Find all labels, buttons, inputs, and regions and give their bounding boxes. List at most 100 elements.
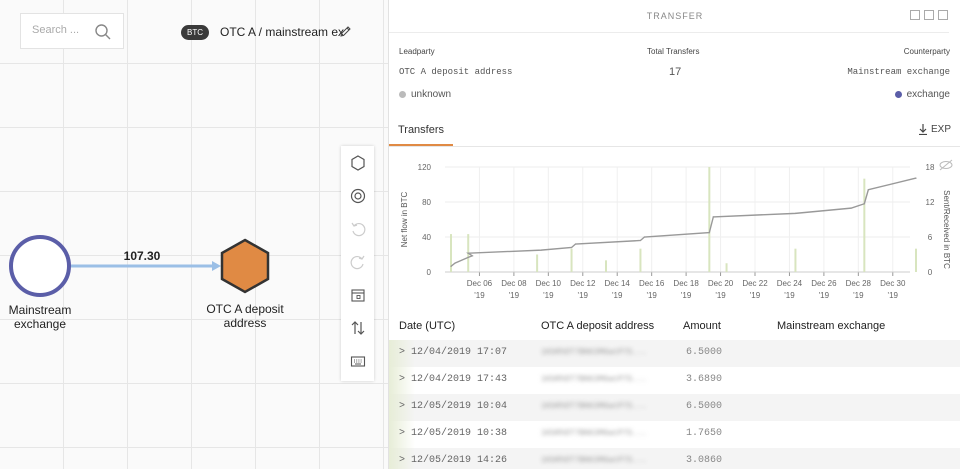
tab-transfers[interactable]: Transfers: [397, 124, 445, 136]
table-row[interactable]: > 12/04/2019 17:43 1KbRhDT7BN63M6wcP7S...…: [389, 367, 960, 394]
chart-point: [450, 265, 452, 267]
counterparty-value: Mainstream exchange: [847, 67, 950, 77]
chart-x-tick-label: Dec 08: [501, 279, 527, 288]
chart-bar: [915, 248, 917, 272]
chart-x-tick-label: Dec 20: [708, 279, 734, 288]
chevron-right-icon[interactable]: >: [399, 401, 412, 412]
chart-x-tick-label: Dec 18: [673, 279, 699, 288]
keyboard-icon: [350, 355, 365, 367]
undo-button[interactable]: [341, 212, 374, 245]
chart-y2-tick-label: 0: [928, 268, 933, 277]
chart-y2-tick-label: 6: [928, 233, 933, 242]
swap-vertical-icon: [351, 320, 364, 335]
search-icon[interactable]: [94, 23, 112, 41]
leadparty-type: unknown: [399, 89, 451, 100]
chart-x-tick-label: Dec 14: [605, 279, 631, 288]
chart-y-tick-label: 120: [418, 163, 432, 172]
chart-point: [471, 255, 473, 257]
graph-title: OTC A / mainstream ex: [220, 25, 345, 39]
table-row[interactable]: > 12/04/2019 17:07 1KbRhDT7BN63M6wcP7S...…: [389, 340, 960, 367]
mainstream-exchange-node[interactable]: [9, 235, 71, 297]
edit-pencil-icon[interactable]: [339, 25, 352, 38]
column-header-date[interactable]: Date (UTC): [399, 320, 456, 332]
total-transfers-label: Total Transfers: [647, 47, 700, 56]
chart-bar: [536, 254, 539, 272]
chart-point: [708, 232, 710, 234]
chart-series-line: [450, 177, 917, 267]
chart-x-tick-year: '19: [819, 291, 830, 300]
chart-point: [712, 216, 714, 218]
hide-eye-icon[interactable]: [939, 159, 953, 171]
chart-x-tick-year: '19: [715, 291, 726, 300]
source-node-label-line1: Mainstream: [8, 303, 72, 317]
table-row[interactable]: > 12/05/2019 10:04 1KbRhDT7BN63M6wcP7S...…: [389, 394, 960, 421]
row-address: 1KbRhDT7BN63M6wcP7S...: [541, 348, 647, 357]
row-address: 1KbRhDT7BN63M6wcP7S...: [541, 429, 647, 438]
row-date: > 12/05/2019 14:26: [399, 455, 507, 466]
chart-bar: [605, 260, 607, 272]
chevron-right-icon[interactable]: >: [399, 374, 412, 385]
chart-point: [467, 252, 469, 254]
restore-button[interactable]: [924, 10, 934, 20]
chart-y2-tick-label: 18: [926, 163, 935, 172]
chart-x-tick-label: Dec 16: [639, 279, 665, 288]
table-row[interactable]: > 12/05/2019 10:38 1KbRhDT7BN63M6wcP7S...…: [389, 421, 960, 448]
export-button[interactable]: EXP: [918, 124, 951, 135]
row-date-value: 12/04/2019 17:07: [411, 347, 508, 358]
row-address: 1KbRhDT7BN63M6wcP7S...: [541, 456, 647, 465]
chart-bar: [639, 248, 642, 272]
row-date-value: 12/05/2019 10:04: [411, 401, 508, 412]
calendar-button[interactable]: [341, 278, 374, 311]
currency-badge: BTC: [181, 25, 209, 40]
chart-point: [454, 262, 456, 264]
row-date-value: 12/04/2019 17:43: [411, 374, 508, 385]
chart-x-tick-year: '19: [888, 291, 899, 300]
chart-y-tick-label: 80: [422, 198, 431, 207]
calendar-icon: [350, 288, 365, 302]
column-header-amount[interactable]: Amount: [683, 320, 721, 332]
row-amount: 6.5000: [686, 347, 723, 358]
hexagon-tool-button[interactable]: [341, 146, 374, 179]
search-input[interactable]: [32, 24, 94, 36]
chart-y-tick-label: 0: [427, 268, 432, 277]
chart-point: [643, 236, 646, 238]
chart-x-tick-year: '19: [750, 291, 761, 300]
table-row[interactable]: > 12/05/2019 14:26 1KbRhDT7BN63M6wcP7S...…: [389, 448, 960, 469]
otc-deposit-address-node[interactable]: [220, 238, 270, 294]
focus-tool-button[interactable]: [341, 179, 374, 212]
chart-point: [794, 212, 797, 214]
search-box[interactable]: [20, 13, 124, 49]
chart-bar: [863, 178, 866, 272]
row-date-value: 12/05/2019 10:38: [411, 428, 508, 439]
minimize-button[interactable]: [910, 10, 920, 20]
leadparty-label: Leadparty: [399, 47, 435, 56]
chart-x-tick-label: Dec 26: [811, 279, 837, 288]
counterparty-type-label: exchange: [906, 89, 950, 100]
chevron-right-icon[interactable]: >: [399, 455, 412, 466]
chevron-right-icon[interactable]: >: [399, 428, 412, 439]
counterparty-type: exchange: [894, 89, 950, 100]
chart-x-tick-year: '19: [612, 291, 623, 300]
redo-icon: [350, 255, 364, 269]
counterparty-label: Counterparty: [903, 47, 950, 56]
keyboard-shortcuts-button[interactable]: [341, 344, 374, 377]
row-date: > 12/05/2019 10:04: [399, 401, 507, 412]
exchange-status-dot: [894, 91, 902, 98]
chart-x-tick-label: Dec 06: [467, 279, 493, 288]
graph-canvas[interactable]: BTC OTC A / mainstream ex 107.30 Mainstr…: [0, 0, 388, 469]
column-header-address[interactable]: OTC A deposit address: [541, 320, 655, 332]
redo-button[interactable]: [341, 245, 374, 278]
chart-x-tick-year: '19: [853, 291, 864, 300]
row-amount: 3.0860: [686, 455, 723, 466]
chevron-right-icon[interactable]: >: [399, 347, 412, 358]
chart-point: [863, 203, 865, 205]
row-address: 1KbRhDT7BN63M6wcP7S...: [541, 375, 647, 384]
chart-x-tick-label: Dec 22: [742, 279, 768, 288]
swap-direction-button[interactable]: [341, 311, 374, 344]
column-header-counterparty[interactable]: Mainstream exchange: [777, 320, 886, 332]
chart-point: [850, 207, 852, 209]
close-button[interactable]: [938, 10, 948, 20]
chart-x-tick-year: '19: [474, 291, 485, 300]
leadparty-value: OTC A deposit address: [399, 67, 513, 77]
row-highlight: [389, 340, 415, 367]
